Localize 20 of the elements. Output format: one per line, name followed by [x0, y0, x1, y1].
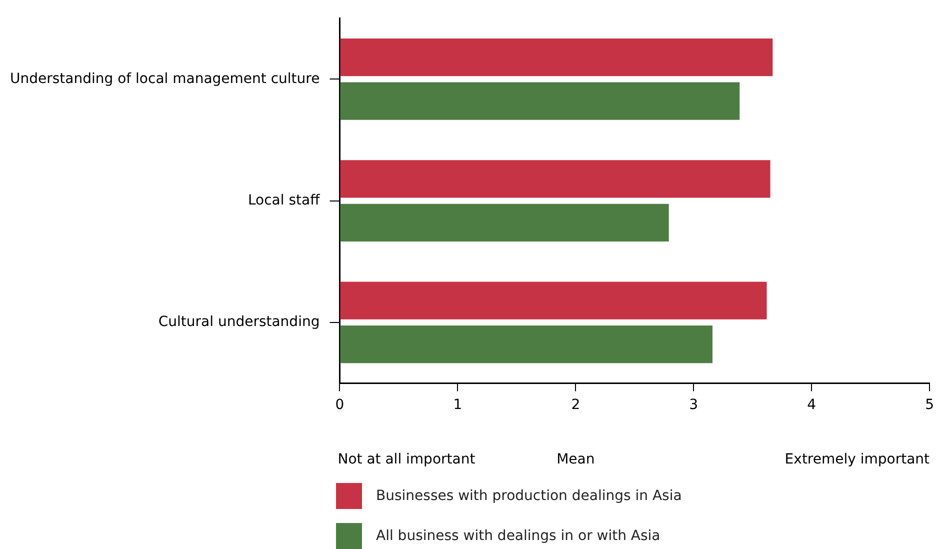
- x-tick-label: 1: [453, 397, 462, 414]
- y-tick-label: Understanding of local management culture: [10, 70, 320, 87]
- text: Extremely important: [784, 452, 930, 468]
- bar: [340, 325, 712, 364]
- bar: [340, 38, 773, 76]
- x-tick-label: 5: [925, 397, 934, 414]
- bar: [340, 204, 669, 242]
- bar: [340, 282, 767, 320]
- bar: [340, 160, 770, 198]
- legend-label: All business with dealings in or with Asia: [376, 528, 660, 544]
- text: Not at all important: [338, 452, 476, 468]
- x-tick-label: 2: [571, 397, 580, 414]
- x-tick-label: 3: [689, 397, 698, 414]
- legend-label: Businesses with production dealings in Asia: [376, 488, 682, 504]
- y-tick-label: Local staff: [248, 192, 320, 208]
- x-tick-label: 4: [807, 397, 816, 414]
- y-tick-label: Cultural understanding: [158, 314, 320, 330]
- bar: [340, 82, 740, 120]
- x-axis-title: Mean: [556, 452, 595, 468]
- x-tick-label: 0: [335, 397, 344, 414]
